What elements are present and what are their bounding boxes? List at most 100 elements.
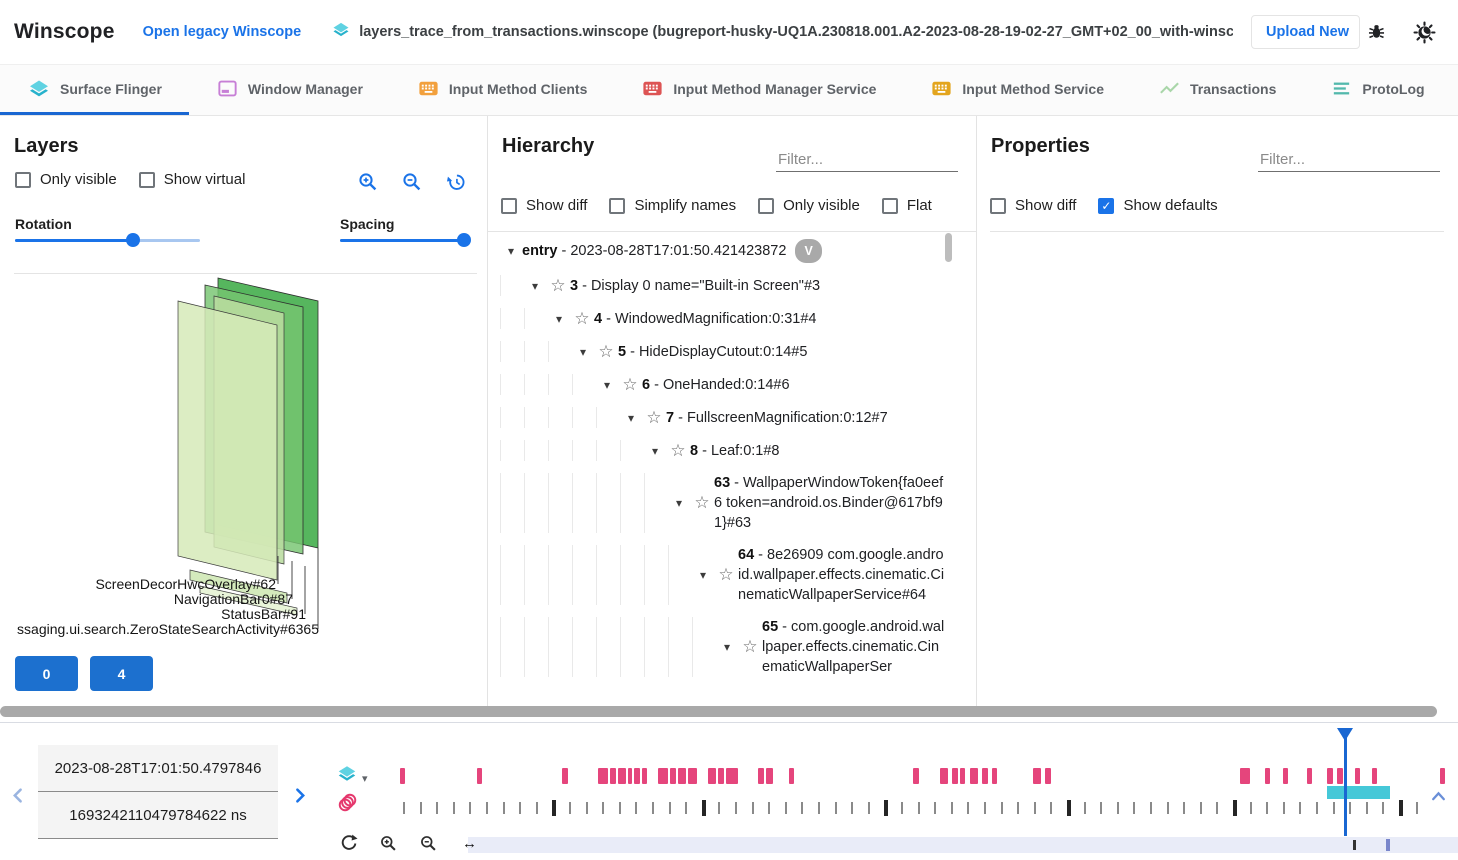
transitions-ticks-track[interactable] (400, 799, 1446, 817)
pin-star-icon[interactable]: ☆ (622, 374, 638, 394)
checkbox-icon[interactable] (758, 197, 775, 214)
spacing-label: Spacing (340, 216, 395, 232)
pin-star-icon[interactable]: ☆ (742, 637, 758, 656)
timeline-zoom-out-icon[interactable] (419, 834, 438, 853)
tab-transactions[interactable]: Transactions (1131, 65, 1303, 115)
timeline-tracks (400, 723, 1446, 860)
loaded-file-chip: layers_trace_from_transactions.winscope … (331, 20, 1233, 45)
rotation-slider[interactable] (15, 233, 200, 247)
tab-input-method-service[interactable]: Input Method Service (903, 65, 1131, 115)
pin-star-icon[interactable]: ☆ (694, 493, 710, 512)
zoom-in-icon[interactable] (355, 169, 381, 195)
tree-scrollbar[interactable] (945, 233, 952, 262)
bug-report-icon[interactable] (1364, 20, 1389, 45)
resize-handle-icon[interactable]: ↔ (462, 835, 477, 852)
zoom-out-icon[interactable] (399, 169, 425, 195)
transitions-track-icon (336, 791, 359, 819)
tree-node[interactable]: ▾ ☆ 5 - HideDisplayCutout:0:14#5 (488, 335, 976, 368)
tree-node-entry[interactable]: ▾ entry - 2023-08-28T17:01:50.421423872 … (488, 233, 976, 269)
tab-input-method-manager-service[interactable]: Input Method Manager Service (614, 65, 903, 115)
expand-caret-icon[interactable]: ▾ (627, 410, 635, 425)
sf-events-track[interactable] (400, 767, 1446, 785)
slider-thumb[interactable] (126, 233, 141, 247)
tree-node[interactable]: ▾ ☆ 3 - Display 0 name="Built-in Screen"… (488, 269, 976, 302)
expand-caret-icon[interactable]: ▾ (675, 496, 683, 510)
checkbox-icon[interactable]: ✓ (1098, 197, 1115, 214)
checkbox-icon[interactable] (15, 171, 31, 188)
pin-star-icon[interactable]: ☆ (670, 440, 686, 460)
timeline-range-bar[interactable] (468, 837, 1458, 853)
pin-star-icon[interactable]: ☆ (574, 308, 590, 328)
timeline-selection[interactable] (1327, 786, 1390, 799)
main-horizontal-scrollbar[interactable] (0, 706, 1437, 717)
checkbox-icon[interactable] (138, 171, 155, 188)
hierarchy-filter-input[interactable] (776, 148, 958, 172)
spacing-slider[interactable] (340, 233, 471, 247)
expand-caret-icon[interactable]: ▾ (579, 344, 587, 359)
display-4-button[interactable]: 4 (90, 656, 153, 691)
expand-caret-icon[interactable]: ▾ (507, 244, 515, 258)
tree-node[interactable]: ▾ ☆ 7 - FullscreenMagnification:0:12#7 (488, 401, 976, 434)
tree-node[interactable]: ▾ ☆ 8 - Leaf:0:1#8 (488, 434, 976, 467)
layer-label: ssaging.ui.search.ZeroStateSearchActivit… (17, 621, 319, 637)
expand-caret-icon[interactable]: ▾ (555, 311, 563, 326)
show-virtual-checkbox[interactable]: Show virtual (138, 171, 245, 188)
tab-surface-flinger[interactable]: Surface Flinger (0, 65, 189, 115)
tab-transitions[interactable]: Transitions (1452, 65, 1458, 115)
show-defaults-checkbox[interactable]: ✓ Show defaults (1098, 197, 1218, 214)
open-legacy-link[interactable]: Open legacy Winscope (142, 24, 302, 40)
timeline-zoom-in-icon[interactable] (379, 834, 398, 853)
show-diff-checkbox[interactable]: Show diff (990, 197, 1076, 214)
expand-timeline-icon[interactable] (1429, 787, 1448, 809)
layer-label: ScreenDecorHwcOverlay#62 (95, 576, 276, 592)
track-dropdown-caret-icon[interactable]: ▾ (362, 773, 368, 785)
rotation-label: Rotation (15, 216, 72, 232)
checkbox-icon[interactable] (990, 197, 1006, 214)
expand-caret-icon[interactable]: ▾ (699, 568, 707, 582)
properties-panel: Properties Show diff ✓ Show defaults (976, 116, 1458, 706)
prev-entry-icon[interactable] (9, 786, 28, 808)
tree-node[interactable]: ▾ ☆ 63 - WallpaperWindowToken{fa0eef6 to… (488, 467, 976, 539)
checkbox-icon[interactable] (881, 197, 898, 214)
top-bar-actions: Upload New (1251, 15, 1444, 49)
expand-caret-icon[interactable]: ▾ (723, 640, 731, 654)
cursor-handle-icon[interactable] (1337, 728, 1353, 741)
tree-node[interactable]: ▾ ☆ 64 - 8e26909 com.google.android.wall… (488, 539, 976, 611)
cursor-line (1343, 730, 1347, 836)
checkbox-icon[interactable] (609, 197, 626, 214)
refresh-icon[interactable] (339, 833, 359, 853)
tree-node[interactable]: ▾ ☆ 4 - WindowedMagnification:0:31#4 (488, 302, 976, 335)
timestamp-ns-input[interactable] (38, 792, 278, 839)
sf-track-icon (336, 763, 358, 790)
tab-window-manager[interactable]: Window Manager (189, 65, 390, 115)
keyboard-icon (932, 81, 952, 96)
only-visible-checkbox[interactable]: Only visible (758, 197, 860, 214)
tab-protolog[interactable]: ProtoLog (1303, 65, 1451, 115)
simplify-names-checkbox[interactable]: Simplify names (609, 197, 736, 214)
reset-view-icon[interactable] (443, 169, 469, 195)
show-diff-checkbox[interactable]: Show diff (501, 197, 587, 214)
tree-node[interactable]: ▾ ☆ 65 - com.google.android.wallpaper.ef… (488, 611, 976, 683)
tree-node[interactable]: ▾ ☆ 6 - OneHanded:0:14#6 (488, 368, 976, 401)
expand-caret-icon[interactable]: ▾ (603, 377, 611, 392)
checkbox-icon[interactable] (501, 197, 517, 214)
pin-star-icon[interactable]: ☆ (550, 275, 566, 295)
tab-input-method-clients[interactable]: Input Method Clients (390, 65, 614, 115)
properties-filter-input[interactable] (1258, 148, 1440, 172)
layer-label: NavigationBar0#87 (173, 591, 293, 607)
expand-caret-icon[interactable]: ▾ (531, 278, 539, 293)
expand-caret-icon[interactable]: ▾ (651, 443, 659, 458)
flat-checkbox[interactable]: Flat (881, 197, 932, 214)
timeline-panel: ▾ ↔ (0, 722, 1458, 860)
next-entry-icon[interactable] (290, 786, 309, 808)
slider-thumb[interactable] (457, 233, 471, 247)
pin-star-icon[interactable]: ☆ (598, 341, 614, 361)
only-visible-checkbox[interactable]: Only visible (15, 171, 117, 188)
pin-star-icon[interactable]: ☆ (646, 407, 662, 427)
dark-mode-icon[interactable] (1411, 19, 1438, 46)
pin-star-icon[interactable]: ☆ (718, 565, 734, 584)
upload-new-button[interactable]: Upload New (1251, 15, 1360, 49)
timestamp-human-input[interactable] (38, 745, 278, 792)
display-0-button[interactable]: 0 (15, 656, 78, 691)
